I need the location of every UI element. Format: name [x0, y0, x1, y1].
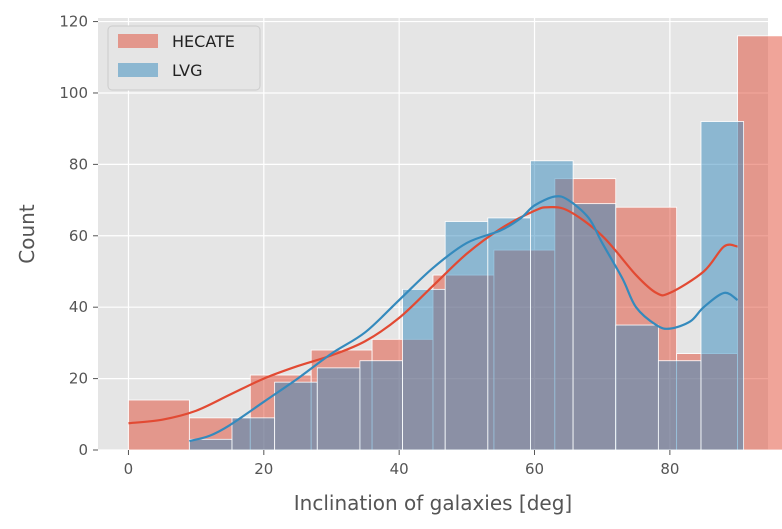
y-tick-label: 0: [78, 441, 88, 459]
y-tick-label: 120: [59, 13, 88, 31]
kde-curves: [128, 195, 739, 443]
hecate-bar: [128, 399, 190, 451]
lvg-bar: [359, 360, 403, 451]
axis-ticks: 0 20 40 60 80 0 20 40 60 80 100 120: [59, 13, 679, 478]
y-axis-title: Count: [15, 204, 39, 264]
lvg-bar: [188, 438, 233, 451]
grid-lines: [98, 18, 768, 451]
lvg-bar: [657, 360, 702, 451]
legend-swatch-lvg: [118, 63, 158, 77]
hecate-bar: [737, 35, 782, 451]
legend-swatch-hecate: [118, 34, 158, 48]
y-tick-label: 100: [59, 84, 88, 102]
lvg-bar: [487, 217, 531, 451]
legend: HECATE LVG: [107, 25, 261, 91]
y-tick-label: 80: [69, 155, 88, 173]
lvg-bar: [572, 203, 617, 451]
legend-label-hecate: HECATE: [172, 32, 235, 51]
x-tick-label: 0: [124, 460, 134, 478]
lvg-kde-line: [189, 195, 739, 443]
x-tick-label: 80: [660, 460, 679, 478]
lvg-bar: [402, 288, 446, 451]
y-tick-label: 40: [69, 298, 88, 316]
lvg-bar: [231, 417, 276, 451]
lvg-bar: [444, 221, 489, 451]
lvg-bar: [274, 381, 318, 451]
x-axis-title: Inclination of galaxies [deg]: [294, 491, 572, 515]
lvg-bar: [615, 324, 659, 451]
legend-label-lvg: LVG: [172, 61, 203, 80]
x-tick-label: 40: [390, 460, 409, 478]
x-tick-label: 60: [525, 460, 544, 478]
lvg-bar: [700, 121, 745, 451]
y-tick-label: 60: [69, 227, 88, 245]
hecate-kde-line: [128, 205, 738, 425]
x-tick-label: 20: [254, 460, 273, 478]
lvg-bar: [316, 367, 361, 451]
lvg-bars: [188, 121, 745, 451]
y-tick-label: 20: [69, 370, 88, 388]
